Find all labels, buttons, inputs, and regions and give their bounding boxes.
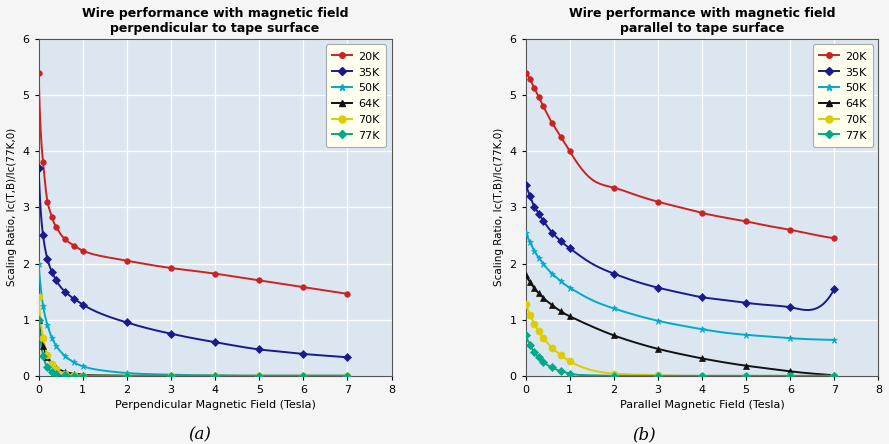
Legend: 20K, 35K, 50K, 64K, 70K, 77K: 20K, 35K, 50K, 64K, 70K, 77K bbox=[813, 44, 873, 147]
Title: Wire performance with magnetic field
parallel to tape surface: Wire performance with magnetic field par… bbox=[569, 7, 836, 35]
Text: (a): (a) bbox=[188, 427, 212, 444]
Title: Wire performance with magnetic field
perpendicular to tape surface: Wire performance with magnetic field per… bbox=[82, 7, 348, 35]
Legend: 20K, 35K, 50K, 64K, 70K, 77K: 20K, 35K, 50K, 64K, 70K, 77K bbox=[325, 44, 386, 147]
X-axis label: Parallel Magnetic Field (Tesla): Parallel Magnetic Field (Tesla) bbox=[620, 400, 784, 410]
Y-axis label: Scaling Ratio, Ic(T,B)/Ic(77K,0): Scaling Ratio, Ic(T,B)/Ic(77K,0) bbox=[494, 128, 504, 286]
Y-axis label: Scaling Ratio, Ic(T,B)/Ic(77K,0): Scaling Ratio, Ic(T,B)/Ic(77K,0) bbox=[7, 128, 17, 286]
Text: (b): (b) bbox=[633, 427, 656, 444]
X-axis label: Perpendicular Magnetic Field (Tesla): Perpendicular Magnetic Field (Tesla) bbox=[115, 400, 316, 410]
